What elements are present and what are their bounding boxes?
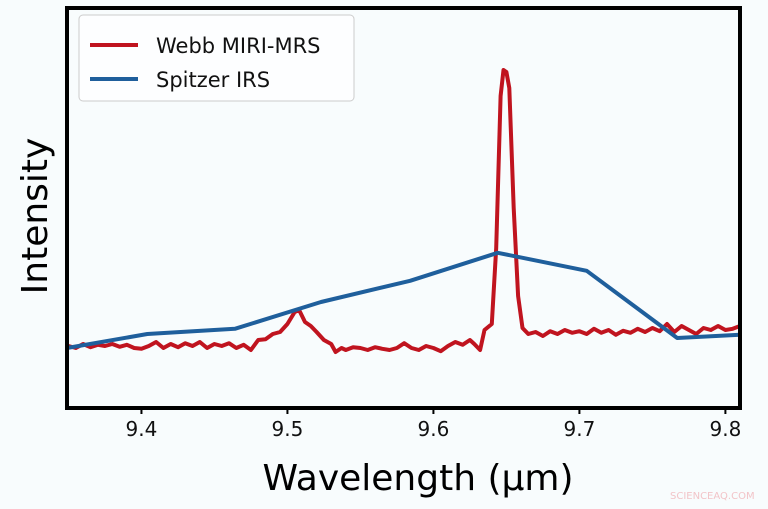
x-tick-label: 9.5	[272, 417, 304, 441]
x-tick-label: 9.6	[418, 417, 450, 441]
series-line-webb	[67, 68, 741, 354]
legend-label-webb: Webb MIRI-MRS	[156, 34, 321, 58]
x-ticks: 9.4 9.5 9.6 9.7 9.8	[126, 408, 741, 441]
x-tick-label: 9.4	[126, 417, 158, 441]
x-tick-label: 9.7	[564, 417, 596, 441]
x-axis-label: Wavelength (µm)	[262, 458, 573, 499]
series-layer	[66, 68, 741, 354]
legend-label-spitzer: Spitzer IRS	[156, 68, 270, 92]
y-axis-label: Intensity	[15, 138, 56, 295]
x-tick-label: 9.8	[709, 417, 741, 441]
watermark: SCIENCEAQ.COM	[670, 491, 755, 502]
plot-frame	[65, 6, 742, 410]
legend: Webb MIRI-MRS Spitzer IRS	[78, 14, 355, 102]
series-line-spitzer	[66, 250, 741, 350]
legend-box	[78, 14, 355, 102]
